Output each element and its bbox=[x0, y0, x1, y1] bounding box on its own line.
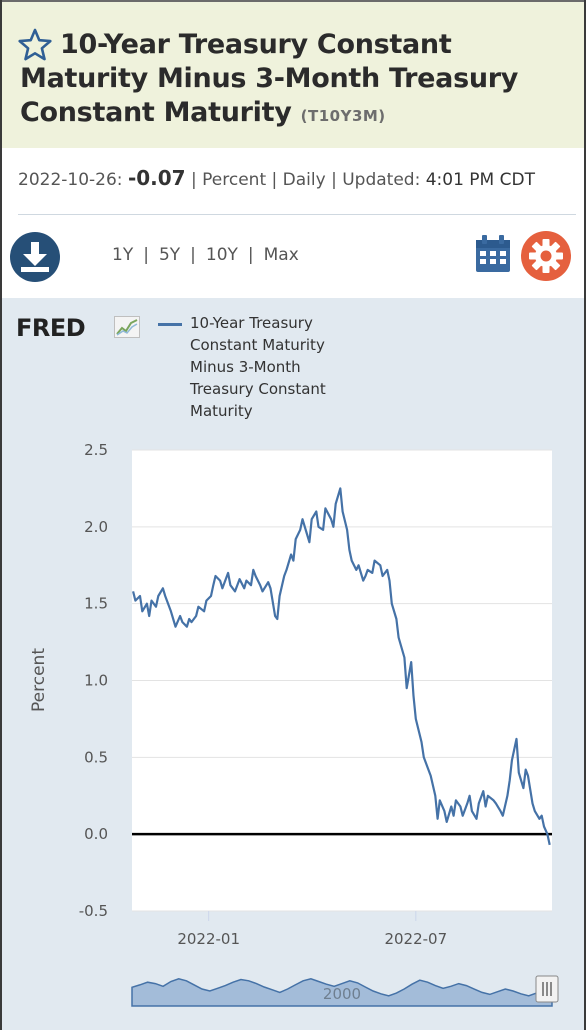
separator: | bbox=[191, 170, 197, 190]
y-tick-label: -0.5 bbox=[79, 902, 108, 920]
observation-units: Percent bbox=[202, 170, 267, 190]
y-axis-label: Percent bbox=[29, 648, 49, 712]
y-tick-label: 1.5 bbox=[84, 595, 108, 613]
separator: | bbox=[271, 170, 278, 190]
y-axis: 2.5 2.0 1.5 1.0 0.5 0.0 -0.5 bbox=[79, 441, 108, 920]
range-1y-link[interactable]: 1Y bbox=[112, 245, 134, 265]
calendar-icon[interactable] bbox=[474, 234, 512, 274]
separator: | bbox=[143, 245, 149, 265]
navigator-series bbox=[131, 978, 553, 1007]
divider bbox=[18, 214, 576, 215]
legend-label: 10-Year Treasury Constant Maturity Minus… bbox=[190, 314, 326, 420]
separator: | bbox=[331, 170, 337, 190]
fred-chart-icon bbox=[114, 316, 140, 338]
page-title: 10-Year Treasury Constant Maturity Minus… bbox=[20, 28, 580, 133]
x-tick-label: 2022-07 bbox=[384, 930, 447, 948]
line-chart[interactable]: 2.5 2.0 1.5 1.0 0.5 0.0 -0.5 2022-01 2022-07 Pe… bbox=[2, 298, 584, 1030]
download-icon bbox=[21, 242, 49, 272]
y-tick-label: 0.0 bbox=[84, 825, 108, 843]
updated-label: Updated: bbox=[342, 170, 421, 190]
observation-date: 2022-10-26: bbox=[18, 170, 123, 190]
series-line[interactable] bbox=[132, 487, 551, 846]
navigator-year-label: 2000 bbox=[323, 985, 361, 1003]
date-range-selector: 1Y | 5Y | 10Y | Max bbox=[112, 245, 299, 265]
range-navigator[interactable]: 2000 bbox=[131, 968, 559, 1007]
series-header: 10-Year Treasury Constant Maturity Minus… bbox=[2, 0, 584, 148]
observation-summary: 2022-10-26: -0.07 | Percent | Daily | Up… bbox=[18, 166, 535, 190]
observation-value: -0.07 bbox=[127, 166, 186, 190]
range-10y-link[interactable]: 10Y bbox=[205, 245, 238, 265]
x-axis: 2022-01 2022-07 bbox=[177, 911, 447, 948]
star-icon[interactable] bbox=[18, 28, 52, 62]
range-max-link[interactable]: Max bbox=[263, 245, 299, 265]
range-5y-link[interactable]: 5Y bbox=[158, 245, 181, 265]
y-tick-label: 0.5 bbox=[84, 748, 108, 766]
x-tick-label: 2022-01 bbox=[177, 930, 240, 948]
chart-toolbar: 1Y | 5Y | 10Y | Max bbox=[2, 216, 584, 298]
settings-button[interactable] bbox=[520, 230, 572, 282]
updated-time: 4:01 PM CDT bbox=[425, 170, 535, 190]
download-button[interactable] bbox=[10, 232, 60, 282]
legend-swatch bbox=[158, 323, 182, 326]
y-tick-label: 2.0 bbox=[84, 518, 108, 536]
y-tick-label: 1.0 bbox=[84, 672, 108, 690]
observation-frequency: Daily bbox=[282, 170, 326, 190]
fred-logo: FRED bbox=[16, 314, 86, 342]
gear-icon bbox=[521, 231, 571, 281]
series-title: 10-Year Treasury Constant Maturity Minus… bbox=[20, 29, 519, 128]
series-id: (T10Y3M) bbox=[300, 107, 386, 125]
separator: | bbox=[190, 245, 196, 265]
y-tick-label: 2.5 bbox=[84, 441, 108, 459]
chart-panel: FRED 10-Year Treasury Constant Maturity … bbox=[2, 298, 584, 1030]
separator: | bbox=[247, 245, 254, 265]
